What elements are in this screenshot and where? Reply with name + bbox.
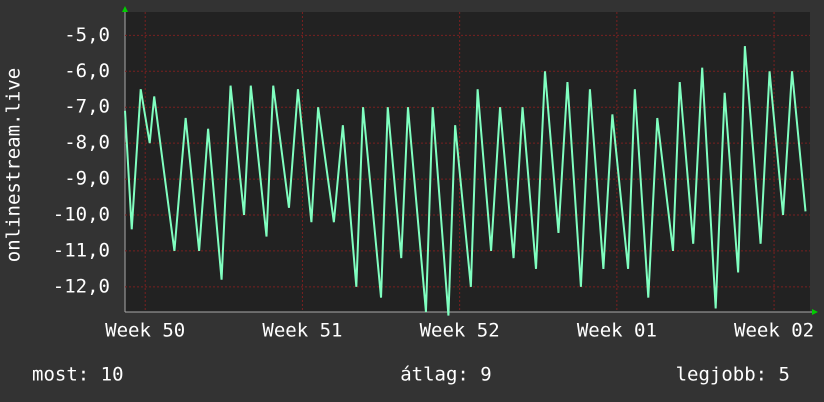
y-tick-label: -8,0	[64, 132, 110, 154]
x-tick-label: Week 52	[420, 320, 500, 342]
legend-entry: most: 10	[32, 364, 124, 386]
y-tick-label: -5,0	[64, 24, 110, 46]
x-tick-label: Week 02	[734, 320, 814, 342]
y-tick-label: -11,0	[53, 239, 110, 261]
data-line	[124, 46, 807, 316]
x-tick-label: Week 50	[105, 320, 185, 342]
x-tick-label: Week 01	[577, 320, 657, 342]
y-tick-label: -12,0	[53, 275, 110, 297]
x-tick-label: Week 51	[262, 320, 342, 342]
y-tick-label: -6,0	[64, 60, 110, 82]
legend-entry: legjobb: 5	[676, 364, 790, 386]
y-tick-label: -10,0	[53, 203, 110, 225]
legend-entry: átlag: 9	[400, 364, 492, 386]
y-tick-label: -9,0	[64, 168, 110, 190]
y-axis-label: onlinestream.live	[3, 68, 25, 262]
y-tick-label: -7,0	[64, 96, 110, 118]
y-arrow	[122, 6, 128, 12]
x-arrow	[812, 309, 818, 315]
